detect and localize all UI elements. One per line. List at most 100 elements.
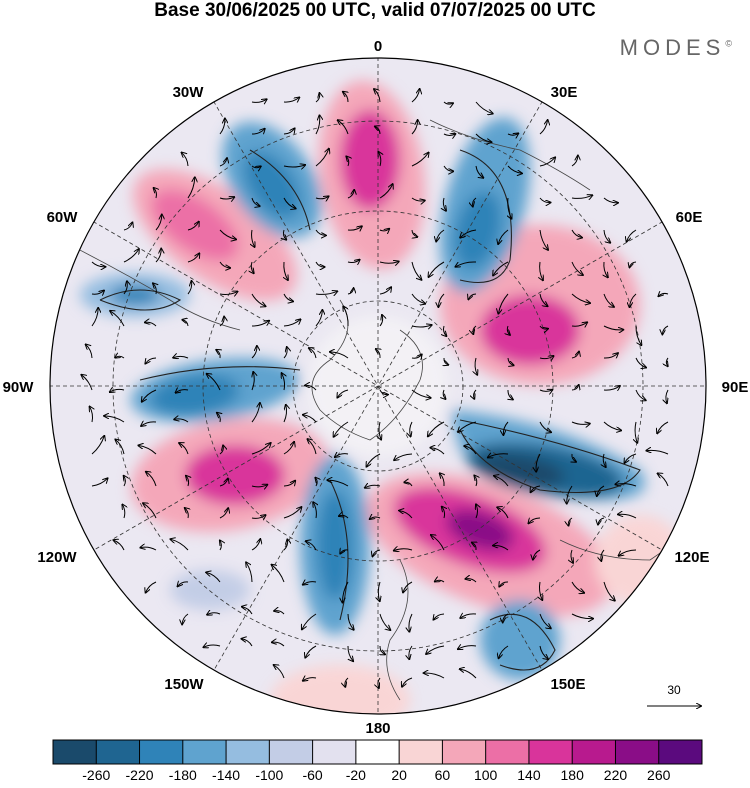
colorbar-tick-label: -60 [302,767,322,783]
colorbar-tick-label: -180 [169,767,197,783]
wind-vector [411,325,432,327]
wind-vector [494,476,509,487]
wind-vector [327,480,349,487]
wind-vector [122,505,124,519]
wind-vector [219,197,234,199]
wind-vector [284,405,287,423]
modes-logo: MODES© [620,35,732,61]
lon-label-30w: 30W [173,84,205,101]
wind-vector [568,517,573,526]
wind-vector [251,261,253,273]
wind-vector [283,229,286,240]
wind-vector [571,613,593,619]
wind-vector [251,539,260,551]
wind-vector [283,539,288,551]
contour-line [99,289,182,311]
wind-vector [498,229,509,244]
wind-vector [315,261,325,267]
wind-vector [460,229,477,238]
wind-vector [343,92,348,103]
wind-vector [206,572,221,583]
wind-vector [303,415,317,423]
wind-vector [179,443,189,455]
wind-vector [110,389,125,392]
colorbar-swatch [658,740,703,764]
wind-vector [539,157,555,167]
wind-vector [666,357,668,366]
wind-vector [443,389,445,399]
wind-vector [508,197,512,219]
colorbar-swatch [96,740,141,764]
wind-vector [274,611,285,615]
wind-vector [378,581,380,601]
wind-vector [571,549,573,563]
wind-vector [347,260,360,263]
wind-vector [338,120,349,135]
wind-vector [283,347,287,359]
positive-core-north [340,110,400,210]
wind-vector [497,507,509,519]
wind-vector [410,421,412,436]
wind-vector [615,484,637,486]
wind-vector [242,639,253,647]
wind-vector [379,421,381,440]
wind-vector [146,581,157,593]
wind-vector [251,321,269,327]
wind-vector [140,547,157,551]
wind-vector [220,541,222,551]
wind-vector [473,197,477,207]
wind-vector [498,293,509,314]
negative-core-north-b [454,190,502,270]
wind-vector [402,677,413,687]
wind-vector [337,389,349,398]
colorbar-tick-label: -100 [255,767,283,783]
wind-vector [378,152,380,167]
wind-vector [306,541,317,551]
wind-vector [603,453,605,467]
wind-vector [488,454,509,458]
wind-vector [219,317,224,327]
wind-vector [411,89,420,103]
colorbar [52,739,703,765]
wind-vector [315,196,329,198]
wind-vector [411,197,425,201]
contour-line [139,366,301,381]
wind-vector [330,352,349,359]
wind-vector [630,261,637,267]
bering-coast [386,559,409,701]
wind-vector [475,133,491,142]
wind-vector [315,291,337,294]
wind-vector [86,345,93,359]
wind-vector [603,229,610,243]
canada-coast [59,239,241,331]
wind-vector [658,473,669,487]
wind-vector [379,184,393,199]
wind-vector [430,448,445,455]
lon-label-120w: 120W [37,549,77,566]
wind-vector [460,614,477,618]
wind-vector [619,549,637,556]
wind-vector [123,223,132,231]
wind-vector [503,613,509,622]
wind-vector [182,613,189,624]
colorbar-swatch [355,740,400,764]
wind-vector [499,582,509,587]
wind-vector [603,325,623,330]
wind-vector [666,389,668,403]
wind-vector [274,665,285,679]
wind-vector [124,476,126,487]
wind-vector [219,292,237,295]
wind-vector [440,473,444,487]
wind-vector [539,325,548,329]
wind-vector [334,421,349,437]
wind-vector [539,581,542,600]
wind-vector [204,645,221,647]
positive-core-southwest [185,445,285,505]
longitude-labels: 0 30E 60E 90E 120E 150E 180 150W 120W 90… [3,38,749,737]
wind-vector [434,613,445,620]
wind-vector [603,353,618,358]
wind-vector [219,446,223,455]
wind-vector [627,229,637,242]
wind-vector [539,390,552,392]
wind-vector [176,390,189,393]
